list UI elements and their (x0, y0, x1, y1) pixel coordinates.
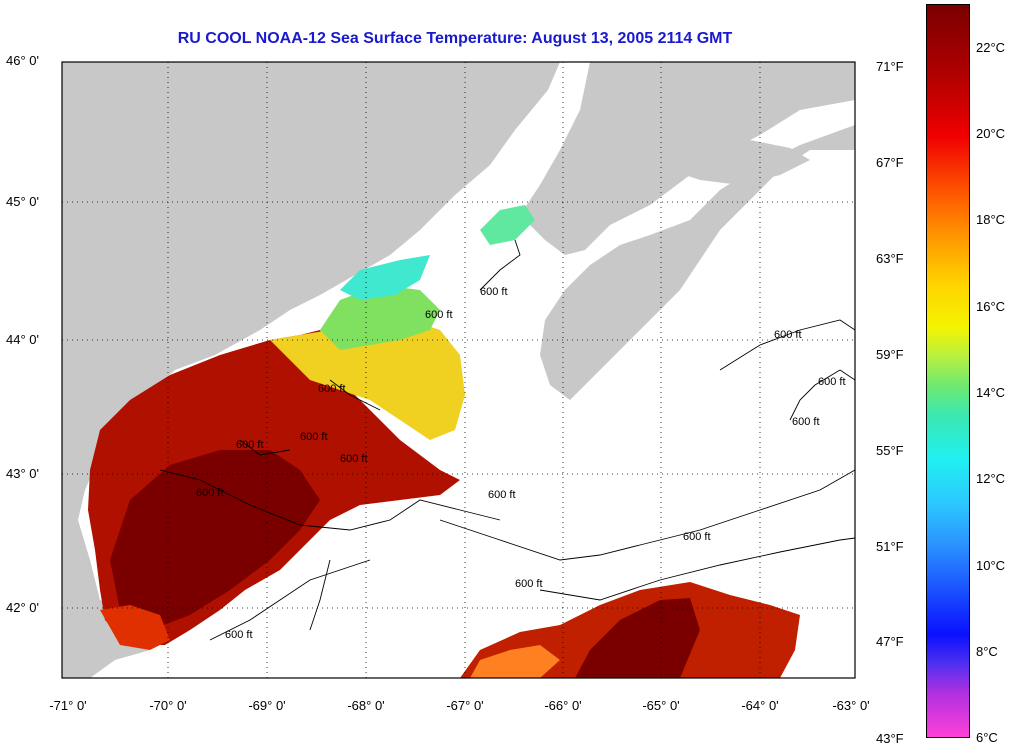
contour-label: 600 ft (318, 383, 346, 395)
land-cape-breton (660, 138, 810, 185)
celsius-label: 8°C (976, 644, 998, 659)
sst-southern-core (575, 598, 700, 678)
sst-yellow-band (270, 320, 465, 440)
lon-label: -68° 0' (347, 698, 385, 713)
contour-label: 600 ft (488, 489, 516, 501)
contour-label: 600 ft (225, 629, 253, 641)
lat-label: 42° 0' (6, 600, 39, 615)
lat-label: 44° 0' (6, 332, 39, 347)
land-nova-scotia (540, 125, 855, 400)
celsius-label: 10°C (976, 558, 1006, 573)
lon-label: -64° 0' (741, 698, 779, 713)
fahrenheit-label: 55°F (876, 443, 904, 458)
lat-label: 46° 0' (6, 53, 39, 68)
lat-label: 45° 0' (6, 194, 39, 209)
contour-label: 600 ft (236, 439, 264, 451)
sst-bay-of-fundy (480, 205, 535, 245)
map-title: RU COOL NOAA-12 Sea Surface Temperature:… (177, 30, 733, 47)
contour-text-labels: 600 ft 600 ft 600 ft 600 ft 600 ft 600 f… (196, 286, 846, 641)
contour-lines (159, 239, 855, 641)
contour-label: 600 ft (818, 376, 846, 388)
fahrenheit-label: 51°F (876, 539, 904, 554)
contour-label: 600 ft (300, 431, 328, 443)
lon-label: -63° 0' (832, 698, 870, 713)
sst-southern-fringe (470, 645, 560, 678)
fahrenheit-label: 59°F (876, 347, 904, 362)
contour-label: 600 ft (340, 453, 368, 465)
contour-label: 600 ft (515, 578, 543, 590)
sst-green-band (320, 285, 440, 350)
contour-label: 600 ft (683, 531, 711, 543)
celsius-label: 14°C (976, 385, 1006, 400)
fahrenheit-label: 47°F (876, 634, 904, 649)
lon-label: -66° 0' (544, 698, 582, 713)
grid-lines (62, 62, 855, 678)
map-frame (61, 61, 856, 679)
lat-label: 43° 0' (6, 466, 39, 481)
lon-label: -65° 0' (642, 698, 680, 713)
celsius-label: 12°C (976, 471, 1006, 486)
fahrenheit-label: 71°F (876, 59, 904, 74)
lon-label: -69° 0' (248, 698, 286, 713)
contour-label: 600 ft (425, 309, 453, 321)
celsius-label: 16°C (976, 299, 1006, 314)
land-new-england (62, 62, 560, 678)
sst-cape-cod-warm (100, 605, 170, 650)
lon-label: -71° 0' (49, 698, 87, 713)
contour-label: 600 ft (792, 416, 820, 428)
celsius-label: 18°C (976, 212, 1006, 227)
celsius-label: 22°C (976, 40, 1006, 55)
fahrenheit-label: 63°F (876, 251, 904, 266)
celsius-label: 20°C (976, 126, 1006, 141)
fahrenheit-label: 67°F (876, 155, 904, 170)
contour-label: 600 ft (196, 487, 224, 499)
celsius-label: 6°C (976, 730, 998, 745)
fahrenheit-label: 43°F (876, 731, 904, 746)
lon-label: -70° 0' (149, 698, 187, 713)
sst-core-hot (110, 450, 320, 630)
contour-label: 600 ft (774, 329, 802, 341)
contour-label: 600 ft (480, 286, 508, 298)
sst-cyan-band (340, 255, 430, 300)
lon-label: -67° 0' (446, 698, 484, 713)
temperature-colorbar (926, 4, 970, 738)
